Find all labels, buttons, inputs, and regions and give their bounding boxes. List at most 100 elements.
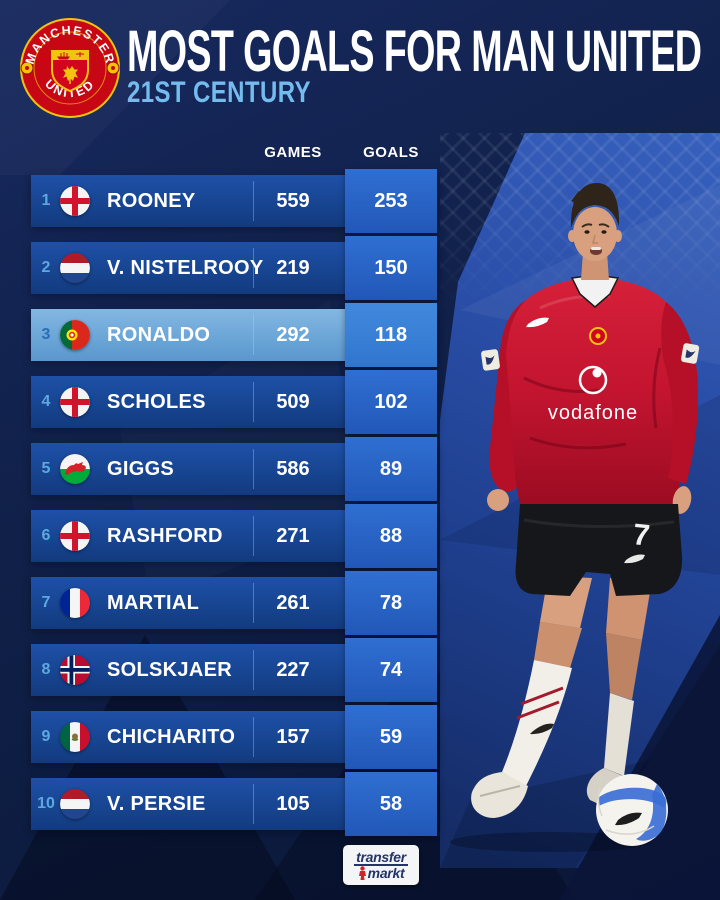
goals-cell: 89: [345, 437, 437, 501]
column-divider: [253, 717, 254, 757]
goals-value: 88: [379, 525, 403, 547]
ranking-table: GAMES GOALS 1 ROONEY 559 253 2 V. NISTELROOY 2…: [31, 140, 437, 850]
player-name: RONALDO: [107, 324, 211, 346]
games-value: 219: [276, 257, 310, 279]
table-row: 6 RASHFORD 271 88: [31, 504, 437, 568]
football: [596, 774, 668, 846]
table-row: 5 GIGGS 586 89: [31, 437, 437, 501]
rank-label: 9: [41, 728, 51, 745]
goals-cell: 78: [345, 571, 437, 635]
games-value: 586: [276, 458, 310, 480]
goals-cell: 150: [345, 236, 437, 300]
nike-swoosh-icon: [526, 317, 549, 328]
rank-label: 6: [41, 527, 51, 544]
table-row: 9 CHICHARITO 157 59: [31, 705, 437, 769]
flag-icon-england: [60, 521, 90, 551]
club-crest-patch-icon: [589, 327, 607, 345]
games-value: 227: [276, 659, 310, 681]
man-united-crest: MANCHESTER UNITED: [20, 18, 120, 118]
rank-label: 4: [41, 393, 51, 410]
player-name: ROONEY: [107, 190, 196, 212]
player-name: GIGGS: [107, 458, 175, 480]
goals-value: 150: [374, 257, 408, 279]
column-divider: [253, 248, 254, 288]
column-divider: [253, 181, 254, 221]
column-divider: [253, 382, 254, 422]
table-row: 2 V. NISTELROOY 219 150: [31, 236, 437, 300]
games-value: 105: [276, 793, 310, 815]
column-divider: [253, 516, 254, 556]
goals-cell: 74: [345, 638, 437, 702]
games-value: 271: [276, 525, 310, 547]
games-value: 509: [276, 391, 310, 413]
player-name: CHICHARITO: [107, 726, 236, 748]
flag-icon-france: [60, 588, 90, 618]
table-row: 1 ROONEY 559 253: [31, 169, 437, 233]
games-value: 292: [276, 324, 310, 346]
goals-cell: 58: [345, 772, 437, 836]
flag-icon-netherlands: [60, 253, 90, 283]
flag-icon-netherlands: [60, 789, 90, 819]
goals-value: 58: [379, 793, 403, 815]
goals-value: 59: [379, 726, 403, 748]
column-divider: [253, 315, 254, 355]
games-value: 157: [276, 726, 310, 748]
player-name: V. NISTELROOY: [107, 257, 264, 279]
page-title: MOST GOALS FOR MAN UNITED: [127, 19, 702, 84]
goals-value: 78: [379, 592, 403, 614]
player-photo: vodafone 7: [450, 182, 700, 852]
table-row: 7 MARTIAL 261 78: [31, 571, 437, 635]
brand-line2: markt: [367, 864, 405, 881]
goals-cell: 59: [345, 705, 437, 769]
shirt-number: 7: [631, 518, 651, 553]
player-name: V. PERSIE: [107, 793, 206, 815]
svg-text:vodafone: vodafone: [548, 402, 638, 424]
goals-cell: 118: [345, 303, 437, 367]
column-header-goals: GOALS: [363, 144, 419, 161]
flag-icon-portugal: [60, 320, 90, 350]
player-name: MARTIAL: [107, 592, 200, 614]
table-row: 4 SCHOLES 509 102: [31, 370, 437, 434]
flag-icon-england: [60, 387, 90, 417]
column-divider: [253, 449, 254, 489]
rank-label: 10: [37, 795, 55, 812]
table-row: 10 V. PERSIE 105 58: [31, 772, 437, 836]
column-divider: [253, 650, 254, 690]
rank-label: 8: [41, 661, 51, 678]
goals-value: 253: [374, 190, 408, 212]
transfermarkt-logo: transfer markt: [343, 845, 419, 885]
flag-icon-wales: [60, 454, 90, 484]
rank-label: 1: [41, 192, 51, 209]
flag-icon-norway: [60, 655, 90, 685]
table-row: 3 RONALDO 292 118: [31, 303, 437, 367]
transfermarkt-mascot-icon: [358, 865, 366, 880]
rank-label: 3: [41, 326, 51, 343]
goals-value: 118: [374, 324, 408, 346]
flag-icon-england: [60, 186, 90, 216]
ground-shadow: [450, 832, 650, 852]
player-name: SOLSKJAER: [107, 659, 232, 681]
player-name: RASHFORD: [107, 525, 223, 547]
rank-label: 5: [41, 460, 51, 477]
games-value: 559: [276, 190, 310, 212]
rank-label: 2: [41, 259, 51, 276]
flag-icon-mexico: [60, 722, 90, 752]
column-divider: [253, 784, 254, 824]
goals-value: 102: [374, 391, 408, 413]
page-subtitle: 21ST CENTURY: [127, 76, 311, 109]
column-header-games: GAMES: [264, 144, 322, 161]
column-divider: [253, 583, 254, 623]
player-name: SCHOLES: [107, 391, 206, 413]
rank-label: 7: [41, 594, 51, 611]
table-row: 8 SOLSKJAER 227 74: [31, 638, 437, 702]
goals-cell: 102: [345, 370, 437, 434]
goals-cell: 88: [345, 504, 437, 568]
brand-line1: transfer: [354, 848, 408, 866]
games-value: 261: [276, 592, 310, 614]
goals-value: 89: [379, 458, 403, 480]
stadium-seat-pattern: [440, 133, 720, 308]
shirt-sponsor-logo: vodafone: [548, 365, 638, 424]
goals-cell: 253: [345, 169, 437, 233]
goals-value: 74: [379, 659, 403, 681]
